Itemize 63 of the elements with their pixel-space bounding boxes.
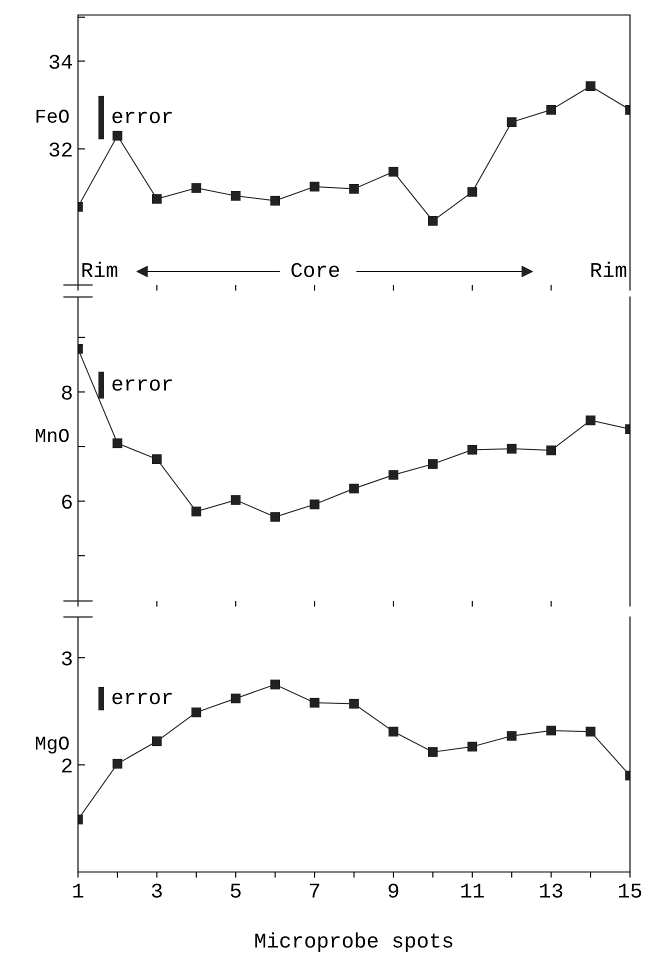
point xyxy=(112,758,122,769)
point xyxy=(152,736,162,746)
point xyxy=(349,184,359,194)
point xyxy=(152,454,162,464)
x-tick-label: 15 xyxy=(619,884,642,898)
point xyxy=(310,698,320,708)
point xyxy=(546,104,556,115)
point xyxy=(191,183,202,193)
annotation: Rim xyxy=(82,262,118,277)
point xyxy=(586,415,596,426)
point xyxy=(388,166,398,177)
point xyxy=(191,506,202,516)
point xyxy=(506,444,517,454)
x-tick-label: 13 xyxy=(540,884,562,898)
point xyxy=(270,512,280,522)
point xyxy=(506,117,517,127)
point xyxy=(310,500,320,510)
annotation: Core xyxy=(292,262,339,278)
point xyxy=(112,130,122,141)
point xyxy=(546,446,556,456)
point xyxy=(230,694,241,704)
point xyxy=(428,459,438,469)
y-tick-label: 8 xyxy=(62,386,72,400)
point xyxy=(546,726,556,736)
point xyxy=(586,726,596,737)
x-tick-label: 5 xyxy=(230,884,241,898)
x-tick-label: 1 xyxy=(73,884,84,898)
point xyxy=(310,182,320,192)
point xyxy=(270,680,280,690)
point xyxy=(152,194,162,204)
point xyxy=(230,191,241,201)
x-tick-label: 9 xyxy=(388,884,398,898)
point xyxy=(506,731,517,741)
annotation: Rim xyxy=(591,262,626,277)
y-axis-title: MnO xyxy=(36,428,69,442)
x-tick-label: 11 xyxy=(461,884,484,898)
point xyxy=(191,707,202,718)
y-tick-label: 3 xyxy=(62,651,72,666)
x-tick-label: 7 xyxy=(310,884,320,898)
point xyxy=(467,444,478,455)
point xyxy=(428,747,438,757)
point xyxy=(586,81,596,91)
point xyxy=(388,470,398,480)
x-axis-title: Microprobe spots xyxy=(255,932,452,952)
y-tick-label: 32 xyxy=(49,142,72,157)
annotation: error xyxy=(112,112,172,124)
y-tick-label: 6 xyxy=(62,494,72,509)
point xyxy=(467,742,478,752)
point xyxy=(230,495,241,505)
point xyxy=(270,196,280,206)
point xyxy=(112,438,122,448)
point xyxy=(388,726,398,737)
point xyxy=(349,698,359,709)
annotation: error xyxy=(112,379,172,391)
y-axis-title: FeO xyxy=(36,110,69,123)
point xyxy=(428,216,438,226)
y-tick-label: 34 xyxy=(49,54,72,69)
y-axis-title: MgO xyxy=(36,736,69,754)
point xyxy=(349,484,359,494)
x-tick-label: 3 xyxy=(152,884,162,898)
point xyxy=(467,187,478,197)
y-tick-label: 2 xyxy=(62,758,72,772)
annotation: error xyxy=(112,692,172,704)
